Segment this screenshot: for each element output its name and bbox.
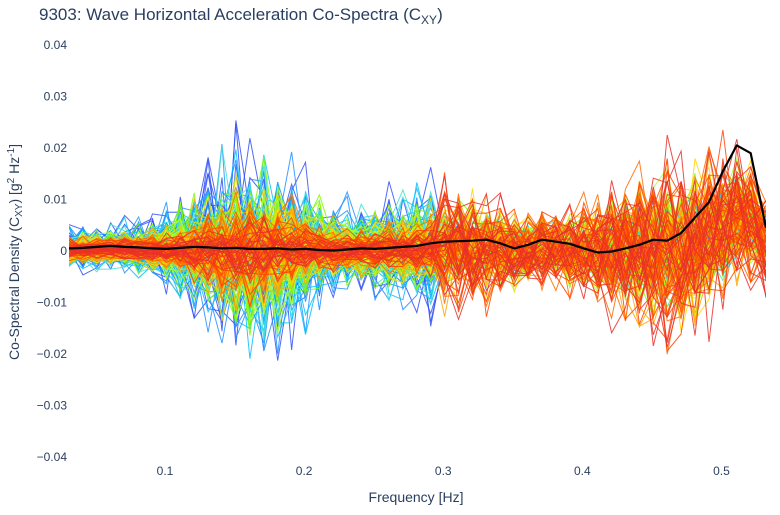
y-tick-label: −0.02: [37, 347, 68, 361]
y-tick-label: 0.02: [44, 141, 68, 155]
y-tick-label: 0.04: [44, 38, 68, 52]
chart-title: 9303: Wave Horizontal Acceleration Co-Sp…: [39, 5, 443, 27]
mean-series-line: [69, 144, 766, 254]
x-tick-label: 0.3: [435, 464, 452, 478]
x-tick-label: 0.2: [296, 464, 313, 478]
x-axis: 0.1 0.2 0.3 0.4 0.5: [157, 464, 730, 478]
y-tick-label: −0.01: [37, 296, 68, 310]
x-tick-label: 0.4: [574, 464, 591, 478]
ensemble-line: [69, 134, 766, 294]
ensemble-line: [69, 198, 766, 311]
ensemble-line: [69, 175, 766, 294]
ensemble-line: [69, 158, 766, 311]
ensemble-line: [69, 129, 766, 341]
x-tick-label: 0.1: [157, 464, 174, 478]
y-tick-label: −0.03: [37, 399, 68, 413]
plot-area: [69, 120, 766, 361]
ensemble-line: [69, 184, 766, 335]
ensemble-line: [69, 170, 766, 336]
ensemble-line: [69, 152, 766, 343]
x-tick-label: 0.5: [713, 464, 730, 478]
x-axis-title: Frequency [Hz]: [369, 489, 464, 505]
y-tick-label: 0.03: [44, 90, 68, 104]
ensemble-line: [69, 182, 766, 296]
y-axis-title: Co-Spectral Density (CXY) [g2 Hz-1]: [6, 144, 25, 360]
y-axis: 0.04 0.03 0.02 0.01 0 −0.01 −0.02 −0.03 −0.04: [37, 38, 68, 464]
y-tick-label: 0: [60, 244, 67, 258]
y-tick-label: 0.01: [44, 193, 68, 207]
y-tick-label: −0.04: [37, 450, 68, 464]
ensemble-line: [69, 173, 766, 300]
